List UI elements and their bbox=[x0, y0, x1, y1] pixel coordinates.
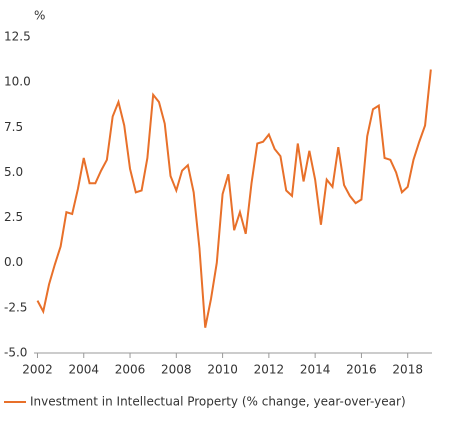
x-tick-label: 2016 bbox=[346, 363, 377, 377]
x-tick-label: 2006 bbox=[115, 363, 146, 377]
x-tick-label: 2002 bbox=[22, 363, 53, 377]
y-tick-label: 10.0 bbox=[4, 75, 31, 89]
y-tick-label: 5.0 bbox=[4, 165, 23, 179]
y-tick-label: -5.0 bbox=[4, 346, 27, 360]
x-tick-label: 2012 bbox=[254, 363, 285, 377]
x-tick-label: 2004 bbox=[68, 363, 99, 377]
data-line bbox=[36, 69, 432, 328]
x-tick-label: 2018 bbox=[392, 363, 423, 377]
legend-label: Investment in Intellectual Property (% c… bbox=[30, 395, 406, 409]
y-axis-label: % bbox=[34, 9, 45, 23]
x-tick-label: 2014 bbox=[300, 363, 331, 377]
y-tick-label: 12.5 bbox=[4, 30, 31, 44]
x-tick-label: 2008 bbox=[161, 363, 192, 377]
x-tick-label: 2010 bbox=[207, 363, 238, 377]
y-tick-label: -2.5 bbox=[4, 300, 27, 314]
y-tick-label: 0.0 bbox=[4, 255, 23, 269]
y-tick-label: 2.5 bbox=[4, 210, 23, 224]
y-tick-label: 7.5 bbox=[4, 120, 23, 134]
